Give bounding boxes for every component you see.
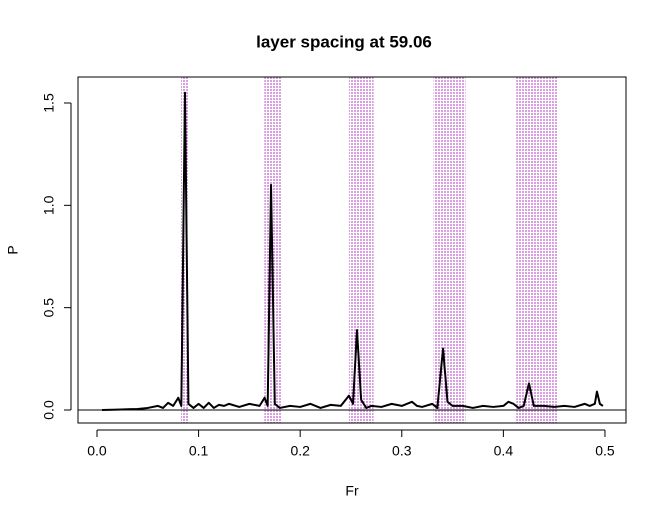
y-tick-label: 1.0 [41,195,57,215]
x-tick-label: 0.0 [87,443,107,459]
x-tick-label: 0.4 [494,443,514,459]
band [348,77,374,423]
x-tick-label: 0.3 [392,443,412,459]
y-tick-label: 0.0 [41,400,57,420]
x-tick-label: 0.1 [189,443,209,459]
x-tick-label: 0.5 [595,443,615,459]
y-axis-label: P [5,245,21,254]
chart-title: layer spacing at 59.06 [256,32,432,51]
plot-box [77,76,627,424]
band [516,77,559,423]
y-tick-label: 1.5 [41,93,57,113]
x-tick-label: 0.2 [290,443,310,459]
y-tick-label: 0.5 [41,298,57,318]
band [181,77,190,423]
data-line [102,91,604,412]
band [433,77,466,423]
x-axis-label: Fr [345,483,359,499]
